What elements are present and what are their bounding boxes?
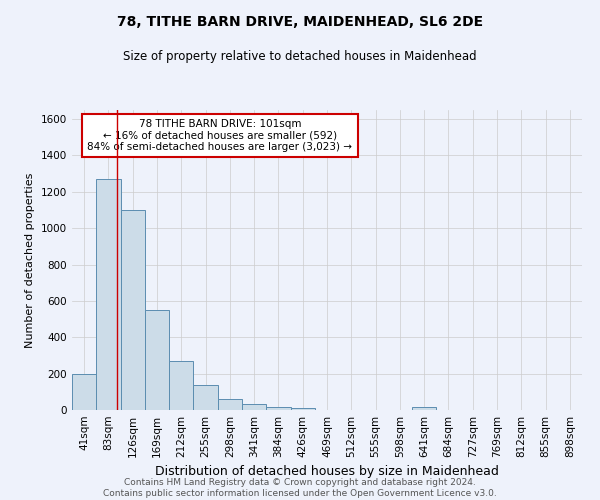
Bar	[72, 374, 96, 410]
Bar	[242, 404, 266, 410]
Bar	[145, 310, 169, 410]
X-axis label: Distribution of detached houses by size in Maidenhead: Distribution of detached houses by size …	[155, 466, 499, 478]
Bar	[266, 406, 290, 410]
Text: 78 TITHE BARN DRIVE: 101sqm
← 16% of detached houses are smaller (592)
84% of se: 78 TITHE BARN DRIVE: 101sqm ← 16% of det…	[88, 119, 352, 152]
Y-axis label: Number of detached properties: Number of detached properties	[25, 172, 35, 348]
Bar	[121, 210, 145, 410]
Bar	[193, 386, 218, 410]
Text: Contains HM Land Registry data © Crown copyright and database right 2024.
Contai: Contains HM Land Registry data © Crown c…	[103, 478, 497, 498]
Bar	[96, 179, 121, 410]
Bar	[290, 408, 315, 410]
Text: 78, TITHE BARN DRIVE, MAIDENHEAD, SL6 2DE: 78, TITHE BARN DRIVE, MAIDENHEAD, SL6 2D…	[117, 15, 483, 29]
Bar	[412, 406, 436, 410]
Text: Size of property relative to detached houses in Maidenhead: Size of property relative to detached ho…	[123, 50, 477, 63]
Bar	[169, 361, 193, 410]
Bar	[218, 399, 242, 410]
